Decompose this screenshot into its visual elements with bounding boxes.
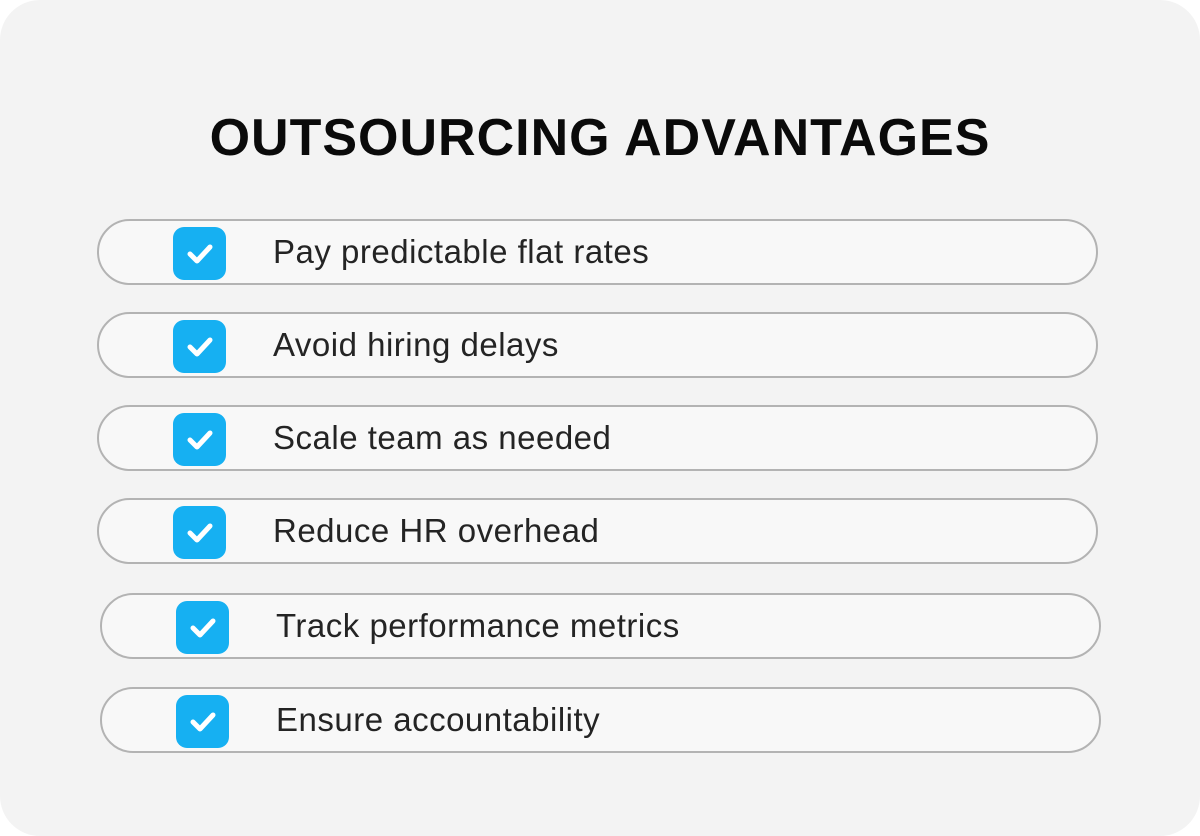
list-item: Avoid hiring delays — [97, 312, 1098, 378]
item-label: Avoid hiring delays — [273, 326, 559, 363]
checkbox-icon — [173, 506, 226, 559]
checkbox-icon — [176, 695, 229, 748]
item-label: Ensure accountability — [276, 701, 601, 738]
checkmark — [190, 618, 216, 638]
checkbox-icon — [173, 227, 226, 280]
item-label: Reduce HR overhead — [273, 512, 600, 549]
checkbox-icon — [176, 601, 229, 654]
list-item: Track performance metrics — [100, 593, 1101, 659]
checkmark — [187, 523, 213, 543]
item-label: Track performance metrics — [276, 607, 680, 644]
checkmark — [187, 430, 213, 450]
item-label: Scale team as needed — [273, 419, 612, 456]
list-item: Scale team as needed — [97, 405, 1098, 471]
checkmark — [187, 244, 213, 264]
item-label: Pay predictable flat rates — [273, 233, 650, 270]
list-item: Pay predictable flat rates — [97, 219, 1098, 285]
checkmark — [190, 712, 216, 732]
list-item: Reduce HR overhead — [97, 498, 1098, 564]
title: OUTSOURCING ADVANTAGES — [209, 109, 991, 167]
checkmark — [187, 337, 213, 357]
checkbox-icon — [173, 413, 226, 466]
list-item: Ensure accountability — [100, 687, 1101, 753]
checkbox-icon — [173, 320, 226, 373]
